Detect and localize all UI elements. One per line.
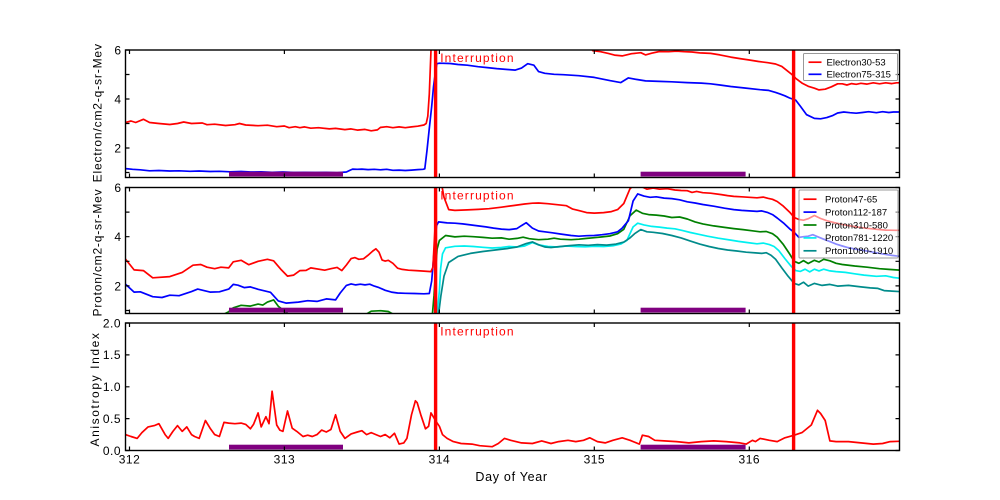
svg-text:312: 312 (119, 452, 141, 466)
svg-text:Proton310-580: Proton310-580 (825, 220, 888, 231)
svg-text:Electron/cm2-q-sr-Mev: Electron/cm2-q-sr-Mev (91, 43, 105, 182)
svg-text:4: 4 (114, 230, 121, 244)
svg-text:316: 316 (739, 452, 761, 466)
svg-text:2: 2 (114, 141, 121, 155)
svg-text:Electron75-315: Electron75-315 (827, 70, 891, 81)
svg-text:1.0: 1.0 (103, 380, 121, 394)
svg-text:314: 314 (429, 452, 451, 466)
svg-text:Prton1080-1910: Prton1080-1910 (825, 246, 893, 257)
svg-text:315: 315 (584, 452, 606, 466)
svg-text:0.0: 0.0 (103, 444, 121, 458)
svg-text:4: 4 (114, 92, 121, 106)
svg-text:Electron30-53: Electron30-53 (827, 58, 886, 69)
svg-text:2.0: 2.0 (103, 316, 121, 330)
svg-text:0.5: 0.5 (103, 412, 121, 426)
svg-text:Proton/cm2-q-sr-Mev: Proton/cm2-q-sr-Mev (91, 189, 105, 317)
svg-text:Interruption: Interruption (440, 188, 515, 202)
svg-text:Day of Year: Day of Year (475, 470, 547, 484)
svg-text:6: 6 (114, 43, 121, 57)
svg-text:Proton112-187: Proton112-187 (825, 207, 887, 218)
svg-text:2: 2 (114, 279, 121, 293)
svg-text:313: 313 (274, 452, 296, 466)
svg-text:Interruption: Interruption (440, 324, 515, 338)
svg-text:Proton47-65: Proton47-65 (825, 195, 877, 206)
svg-text:Proton781-1220: Proton781-1220 (825, 233, 893, 244)
svg-text:6: 6 (114, 181, 121, 195)
svg-text:Anisotropy Index: Anisotropy Index (88, 332, 102, 447)
svg-text:Interruption: Interruption (440, 51, 515, 65)
svg-text:1.5: 1.5 (103, 348, 121, 362)
